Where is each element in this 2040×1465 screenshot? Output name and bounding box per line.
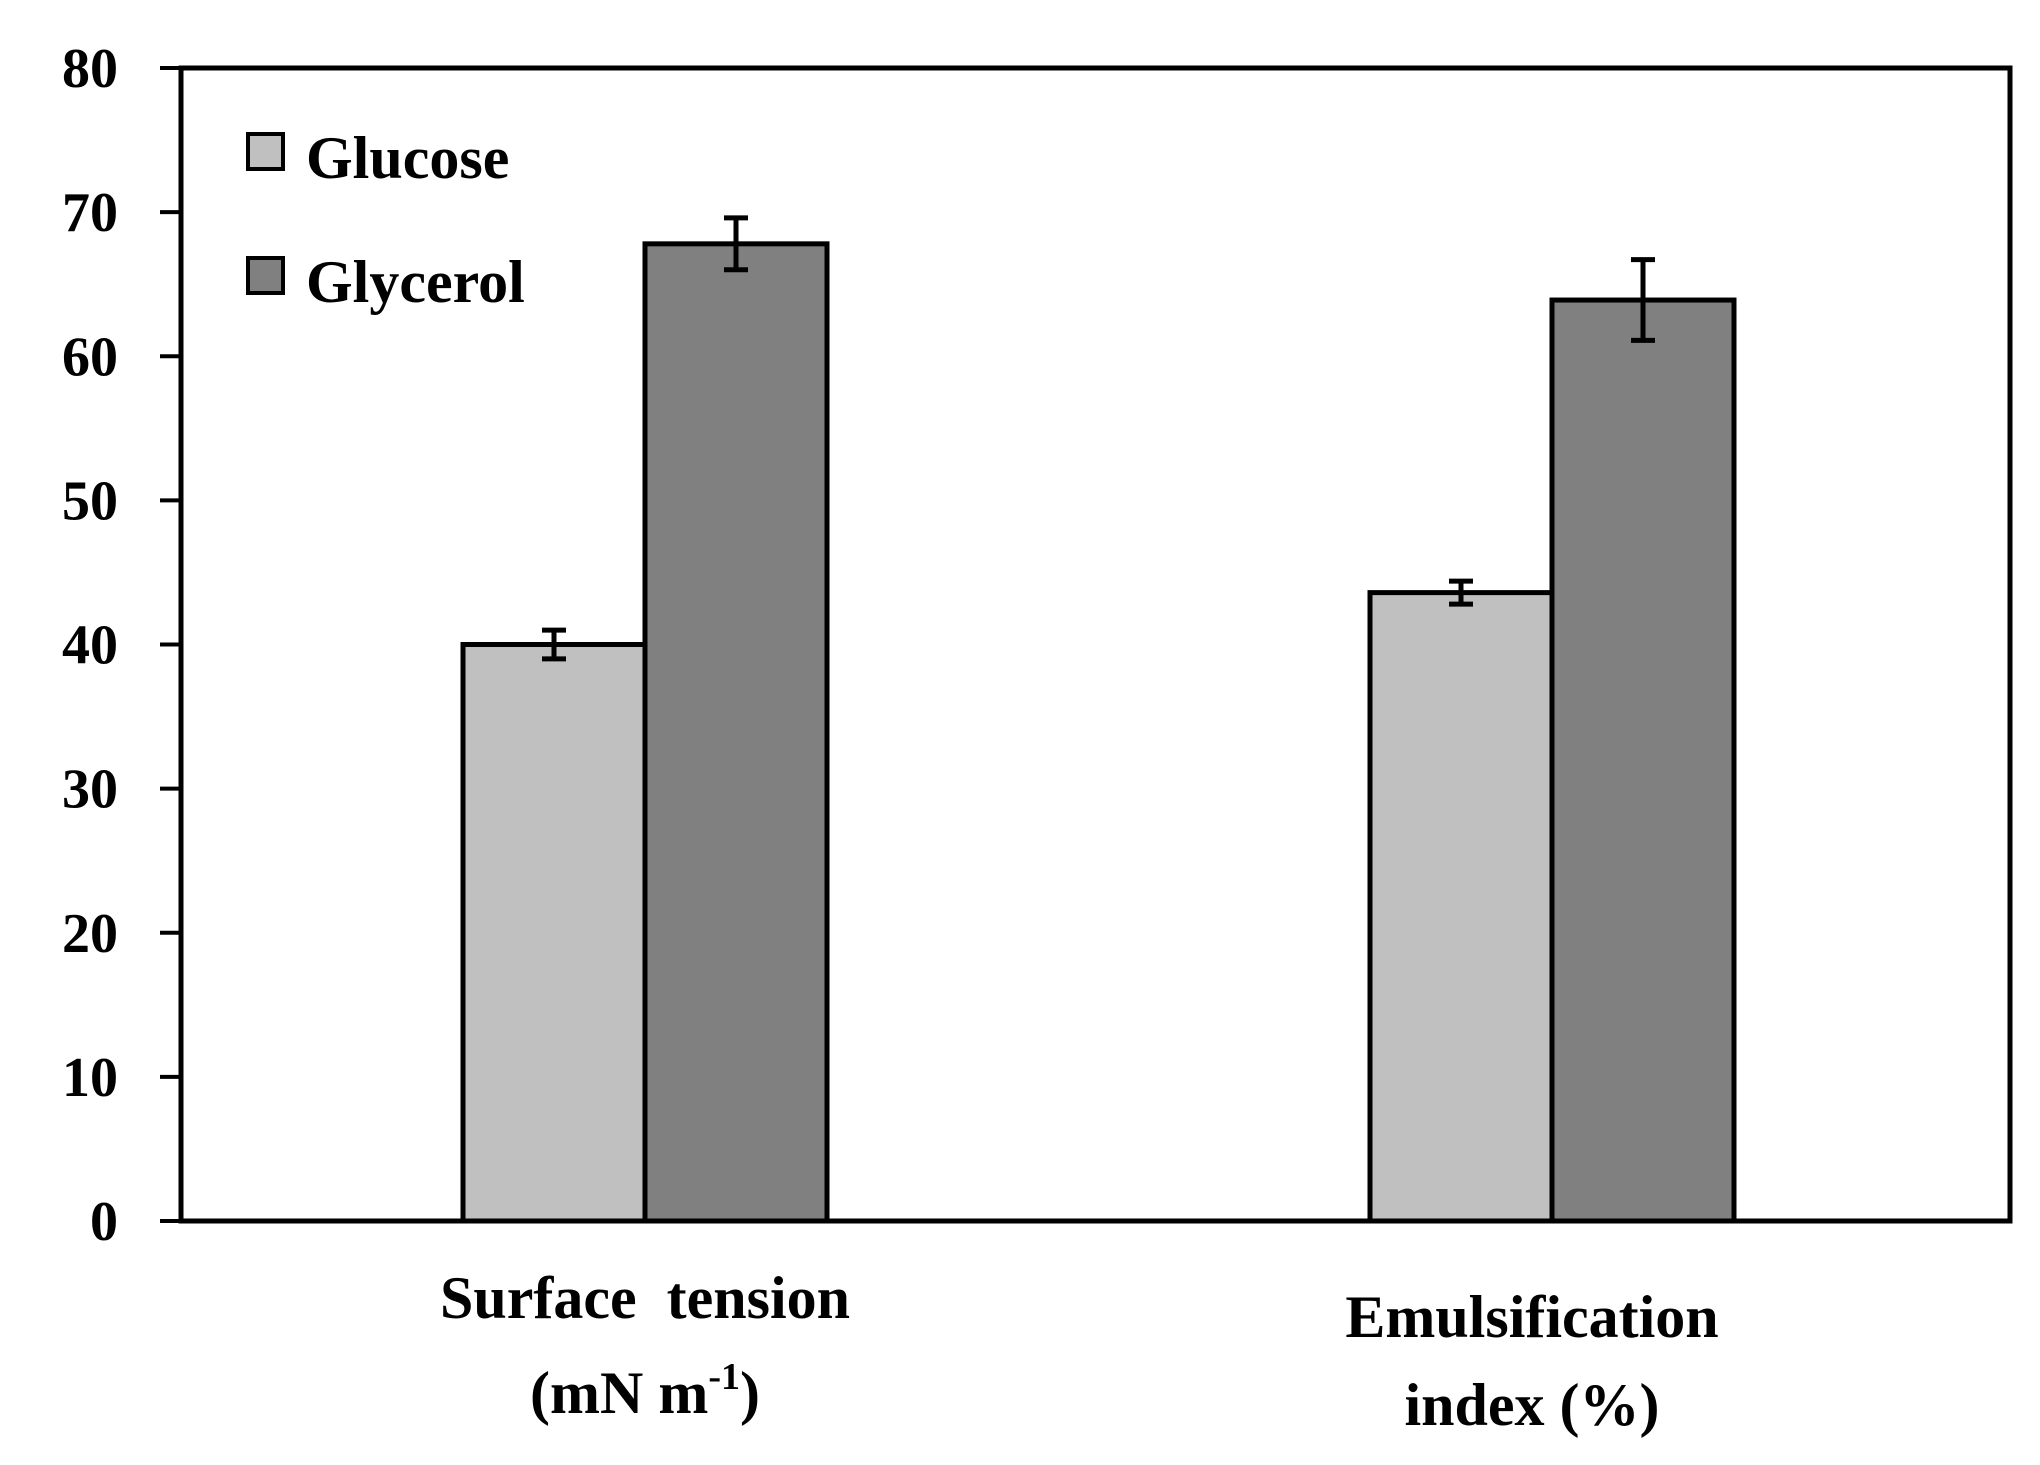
y-tick-label: 0: [90, 1191, 118, 1253]
legend-label-glucose: Glucose: [306, 125, 509, 191]
error-bar-glucose-0: [542, 627, 566, 662]
bar-glucose-0: [460, 642, 648, 1224]
category-label-surface-tension-unit: (mN m: [530, 1360, 708, 1426]
bar-glycerol-0: [642, 241, 830, 1224]
error-bar-glucose-1: [1449, 578, 1473, 607]
y-tick-label: 60: [62, 326, 118, 388]
legend-swatch-glucose: [246, 132, 285, 171]
y-tick-label: 80: [62, 38, 118, 100]
y-tick-label: 20: [62, 903, 118, 965]
y-tick-label: 70: [62, 182, 118, 244]
category-label-emulsification-line1: Emulsification: [1345, 1284, 1718, 1350]
category-label-emulsification-line2: index (%): [1405, 1372, 1660, 1438]
error-bar-glycerol-0: [724, 215, 748, 273]
y-tick-label: 50: [62, 470, 118, 532]
legend-swatch-glycerol: [246, 256, 285, 295]
bars: [460, 215, 1737, 1224]
x-axis-labels: Surface tension (mN m-1) Emulsification …: [440, 1265, 1719, 1438]
bar-glucose-1: [1367, 590, 1555, 1224]
bar-glycerol-1: [1549, 297, 1737, 1224]
error-bar-glycerol-1: [1631, 257, 1655, 343]
y-axis: 0 10 20 30 40 50 60 70 80: [62, 38, 181, 1253]
y-tick-label: 10: [62, 1047, 118, 1109]
y-tick-label: 30: [62, 759, 118, 821]
category-label-surface-tension-close: ): [740, 1360, 760, 1426]
legend-label-glycerol: Glycerol: [306, 249, 525, 315]
category-label-surface-tension-superscript: -1: [708, 1356, 740, 1398]
legend: Glucose Glycerol: [246, 125, 525, 315]
category-label-surface-tension-line2: (mN m-1): [530, 1356, 760, 1426]
y-tick-label: 40: [62, 615, 118, 677]
category-label-surface-tension-line1: Surface tension: [440, 1265, 850, 1331]
